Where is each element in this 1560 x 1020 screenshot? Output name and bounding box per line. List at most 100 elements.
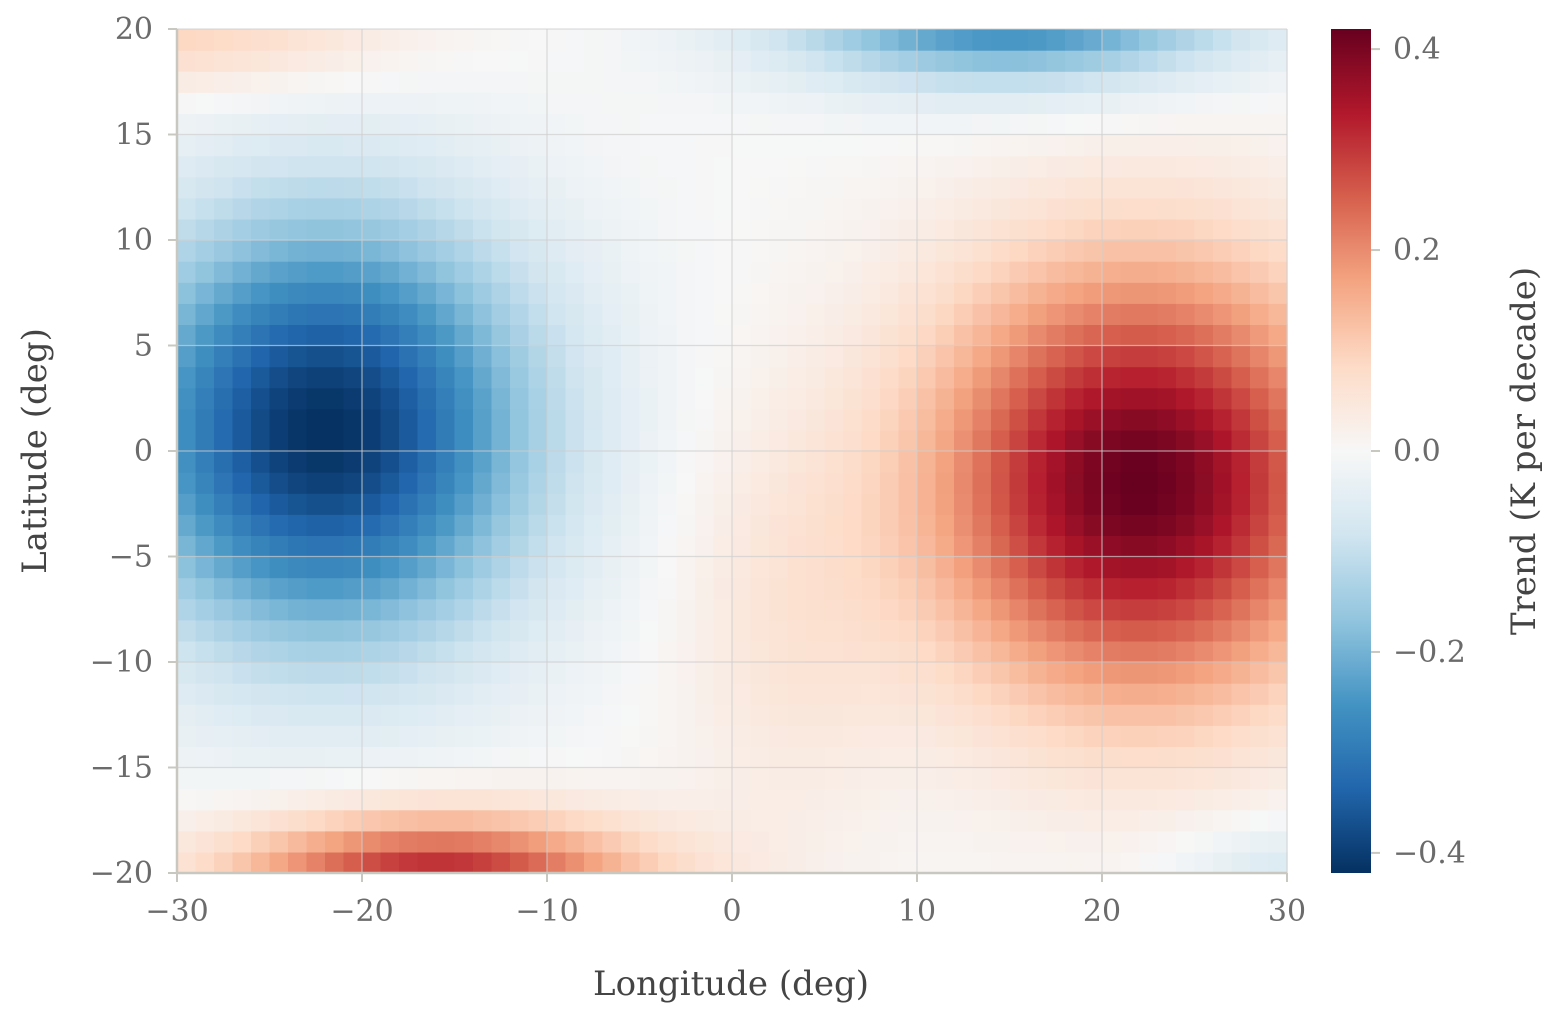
heatmap-cell [491,408,511,431]
heatmap-cell [306,176,326,199]
heatmap-cell [454,472,474,494]
heatmap-cell [1194,240,1214,262]
heatmap-cell [473,683,493,705]
heatmap-cell [491,514,511,536]
heatmap-cell [491,303,511,325]
heatmap-cell [917,197,937,220]
heatmap-cell [584,598,604,621]
heatmap-cell [177,176,197,199]
heatmap-cell [417,662,437,684]
heatmap-cell [565,725,585,747]
heatmap-cell [454,451,474,473]
heatmap-cell [380,345,400,368]
heatmap-cell [732,176,752,199]
heatmap-cell [935,387,955,410]
heatmap-cell [602,71,622,93]
heatmap-cell [769,725,789,747]
heatmap-cell [1268,662,1288,684]
heatmap-cell [547,809,567,832]
heatmap-cell [1102,830,1122,853]
heatmap-cell [880,788,900,811]
heatmap-cell [935,134,955,157]
heatmap-cell [1120,240,1140,262]
heatmap-cell [177,387,197,410]
heatmap-cell [1102,240,1122,262]
heatmap-cell [1046,725,1066,747]
heatmap-cell [1120,640,1140,663]
heatmap-cell [917,408,937,431]
heatmap-cell [954,746,974,769]
heatmap-cell [935,155,955,178]
heatmap-cell [1046,809,1066,832]
heatmap-cell [861,50,881,72]
heatmap-cell [251,282,271,304]
heatmap-cell [824,851,844,874]
heatmap-cell [954,556,974,579]
heatmap-cell [417,92,437,114]
heatmap-cell [621,535,641,558]
heatmap-cell [1120,556,1140,579]
heatmap-cell [806,176,826,199]
heatmap-cell [806,113,826,136]
heatmap-cell [861,535,881,558]
heatmap-cell [288,683,308,705]
heatmap-cell [861,261,881,283]
heatmap-cell [565,809,585,832]
heatmap-cell [417,640,437,663]
heatmap-cell [399,92,419,114]
heatmap-cell [861,429,881,452]
heatmap-cell [991,451,1011,473]
heatmap-cell [1157,451,1177,473]
heatmap-cell [195,155,215,178]
heatmap-cell [1139,303,1159,325]
heatmap-cell [380,429,400,452]
heatmap-cell [1194,303,1214,325]
heatmap-cell [898,282,918,304]
heatmap-cell [676,556,696,579]
heatmap-cell [399,176,419,199]
heatmap-cell [584,514,604,536]
heatmap-cell [232,598,252,621]
heatmap-cell [214,619,234,642]
heatmap-cell [417,197,437,220]
heatmap-cell [639,155,659,178]
heatmap-cell [935,767,955,790]
heatmap-cell [1083,472,1103,494]
heatmap-cell [1139,851,1159,874]
heatmap-cell [898,92,918,114]
heatmap-cell [454,830,474,853]
heatmap-cell [547,704,567,726]
heatmap-cell [695,640,715,663]
heatmap-cell [528,514,548,536]
heatmap-cell [750,324,770,347]
heatmap-cell [843,577,863,600]
heatmap-cell [880,514,900,536]
heatmap-cell [269,662,289,684]
heatmap-cell [473,767,493,790]
heatmap-cell [1139,830,1159,853]
heatmap-cell [621,113,641,136]
colorbar-tick-label: 0.4 [1393,32,1441,67]
heatmap-cell [399,345,419,368]
heatmap-cell [1065,788,1085,811]
heatmap-cell [713,71,733,93]
heatmap-cell [1268,176,1288,199]
heatmap-cell [639,493,659,515]
heatmap-cell [528,577,548,600]
heatmap-cell [547,387,567,410]
heatmap-cell [750,197,770,220]
heatmap-cell [1083,155,1103,178]
heatmap-cell [195,282,215,304]
heatmap-cell [510,429,530,452]
heatmap-cell [1009,767,1029,790]
heatmap-cell [787,577,807,600]
heatmap-cell [954,71,974,93]
heatmap-cell [417,683,437,705]
heatmap-cell [824,619,844,642]
heatmap-cell [528,303,548,325]
heatmap-cell [1102,366,1122,389]
heatmap-cell [1157,50,1177,72]
heatmap-cell [343,303,363,325]
colorbar [1331,29,1371,873]
